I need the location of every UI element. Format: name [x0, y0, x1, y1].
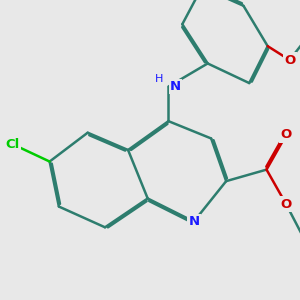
Text: O: O	[280, 198, 292, 211]
Text: N: N	[188, 215, 200, 228]
Text: N: N	[170, 80, 181, 93]
Text: Cl: Cl	[6, 138, 20, 151]
Text: O: O	[284, 53, 295, 67]
Text: H: H	[155, 74, 163, 84]
Text: O: O	[280, 128, 292, 142]
